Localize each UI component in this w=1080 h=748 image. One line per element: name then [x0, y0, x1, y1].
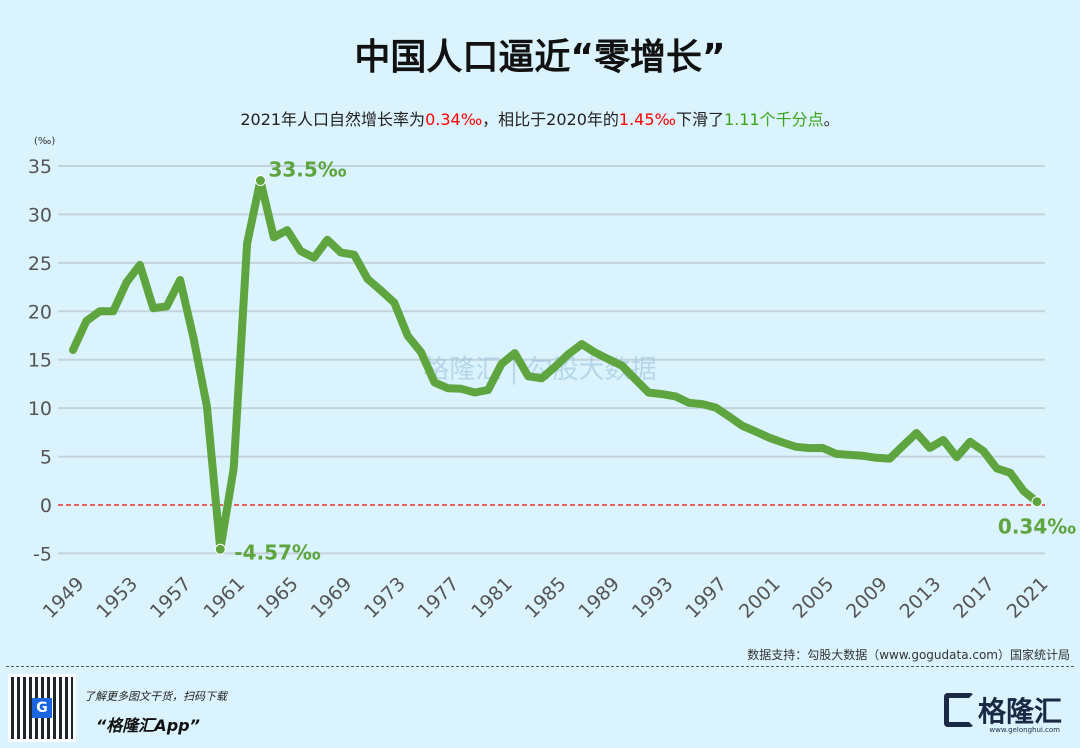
x-tick-label: 2009	[842, 573, 892, 623]
x-tick-label: 1997	[681, 573, 731, 623]
y-tick-label: -5	[33, 543, 52, 565]
logo-g-icon	[943, 693, 974, 727]
x-tick-label: 1985	[521, 573, 571, 623]
chart-title: 中国人口逼近“零增长”	[354, 37, 726, 78]
value-2021: 0.34‰	[425, 110, 483, 129]
y-tick-label: 25	[28, 253, 52, 275]
x-tick-label: 2021	[1003, 573, 1053, 623]
divider	[6, 666, 1074, 667]
x-tick-label: 2013	[896, 573, 946, 623]
logo-text: 格隆汇	[977, 695, 1062, 728]
x-tick-label: 2001	[735, 573, 785, 623]
x-tick-label: 2005	[789, 573, 839, 623]
x-tick-label: 1949	[39, 573, 89, 623]
y-tick-label: 15	[28, 350, 52, 372]
subtitle-text: 。	[823, 110, 840, 129]
subtitle-text: ，相比于2020年的	[482, 110, 619, 129]
promo-text: 了解更多图文干货，扫码下载	[84, 690, 227, 703]
subtitle-text: 2021年人口自然增长率为	[240, 110, 426, 129]
qr-logo-icon: G	[32, 698, 52, 718]
subtitle-text: 下滑了	[675, 110, 724, 129]
y-tick-label: 0	[40, 495, 52, 517]
x-tick-label: 1953	[92, 573, 142, 623]
x-tick-label: 1969	[307, 573, 357, 623]
y-tick-label: 35	[28, 156, 52, 178]
data-label: 33.5‰	[268, 158, 346, 182]
data-label: 0.34‰	[998, 515, 1076, 539]
data-point-marker	[214, 543, 226, 555]
y-tick-label: 20	[28, 301, 52, 323]
y-tick-label: 30	[28, 204, 52, 226]
app-name: “格隆汇App”	[96, 716, 200, 735]
y-unit-label: (‰)	[34, 136, 55, 147]
brand-logo: 格隆汇	[943, 690, 1062, 730]
x-tick-label: 1973	[360, 573, 410, 623]
logo-url: www.gelonghui.com	[989, 726, 1060, 734]
y-tick-label: 5	[40, 447, 52, 469]
data-point-marker	[1031, 496, 1043, 508]
data-label: -4.57‰	[234, 540, 321, 564]
x-tick-label: 1981	[467, 573, 517, 623]
x-tick-label: 1961	[199, 573, 249, 623]
data-source: 数据支持：勾股大数据（www.gogudata.com）国家统计局	[747, 648, 1070, 662]
x-tick-label: 1965	[253, 573, 303, 623]
x-tick-label: 1957	[146, 573, 196, 623]
x-tick-label: 2017	[949, 573, 999, 623]
x-tick-label: 1977	[414, 573, 464, 623]
data-point-marker	[254, 175, 266, 187]
series-line	[69, 176, 1041, 554]
x-tick-label: 1993	[628, 573, 678, 623]
chart-subtitle: 2021年人口自然增长率为0.34‰，相比于2020年的1.45‰下滑了1.11…	[0, 106, 1080, 130]
value-2020: 1.45‰	[618, 110, 676, 129]
value-decline: 1.11个千分点	[724, 110, 824, 129]
x-tick-label: 1989	[574, 573, 624, 623]
y-tick-label: 10	[28, 398, 52, 420]
